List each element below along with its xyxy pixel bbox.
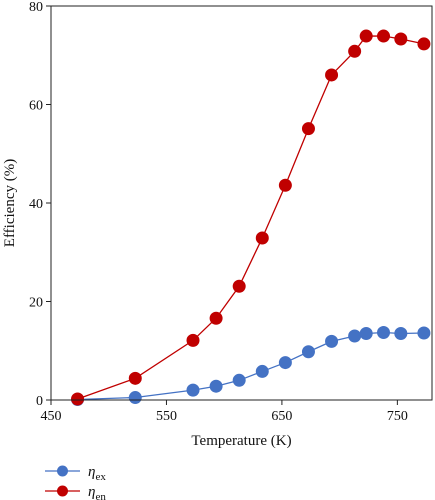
legend-item-en: ηen [45, 484, 106, 500]
data-point-en [377, 29, 391, 43]
series-line-en [77, 35, 425, 400]
data-point-en [209, 311, 223, 325]
data-point-ex [377, 326, 391, 340]
legend-item-ex: ηex [45, 464, 106, 483]
y-axis-label: Efficiency (%) [2, 159, 18, 247]
y-tick-label: 0 [36, 394, 43, 409]
data-point-ex [186, 383, 200, 397]
data-point-en [278, 178, 292, 192]
data-point-en [128, 371, 142, 385]
data-point-en [255, 231, 269, 245]
axes: 450 550 650 750 0 20 40 60 80 Temperature (K) Effi… [2, 0, 433, 449]
data-point-ex [209, 379, 223, 393]
data-point-ex [128, 391, 142, 405]
data-point-ex [301, 345, 315, 359]
y-tick-label: 80 [29, 0, 43, 15]
legend-subscript: ex [95, 471, 106, 483]
data-point-en [394, 32, 408, 46]
data-point-en [232, 279, 246, 293]
data-point-en [301, 122, 315, 136]
series-ex [71, 326, 431, 407]
data-point-ex [394, 327, 408, 341]
y-tick-label: 20 [29, 296, 43, 311]
x-tick-label: 750 [387, 409, 408, 424]
data-point-ex [255, 364, 269, 378]
data-point-en [348, 44, 362, 58]
plot-area [71, 29, 431, 407]
legend-marker-ex [57, 465, 68, 477]
x-tick-label: 650 [271, 409, 292, 424]
data-point-ex [232, 373, 246, 387]
data-point-ex [417, 326, 431, 340]
x-axis-label: Temperature (K) [191, 433, 291, 449]
legend-marker-en [57, 485, 68, 497]
x-tick-label: 450 [41, 409, 62, 424]
data-point-en [359, 29, 373, 43]
legend-subscript: en [95, 491, 106, 500]
series-en [71, 29, 431, 406]
data-point-ex [359, 327, 373, 341]
data-point-en [417, 37, 431, 51]
data-point-en [71, 392, 85, 406]
legend-label-en: ηen [88, 484, 106, 500]
y-tick-label: 60 [29, 99, 43, 114]
data-point-ex [325, 334, 339, 348]
data-point-ex [348, 329, 362, 343]
plot-frame [50, 5, 433, 401]
data-point-en [325, 68, 339, 82]
data-point-en [186, 333, 200, 347]
data-point-ex [278, 356, 292, 370]
y-tick-label: 40 [29, 197, 43, 212]
x-tick-label: 550 [156, 409, 177, 424]
legend-label-ex: ηex [88, 464, 106, 483]
series-line-ex [77, 331, 424, 401]
